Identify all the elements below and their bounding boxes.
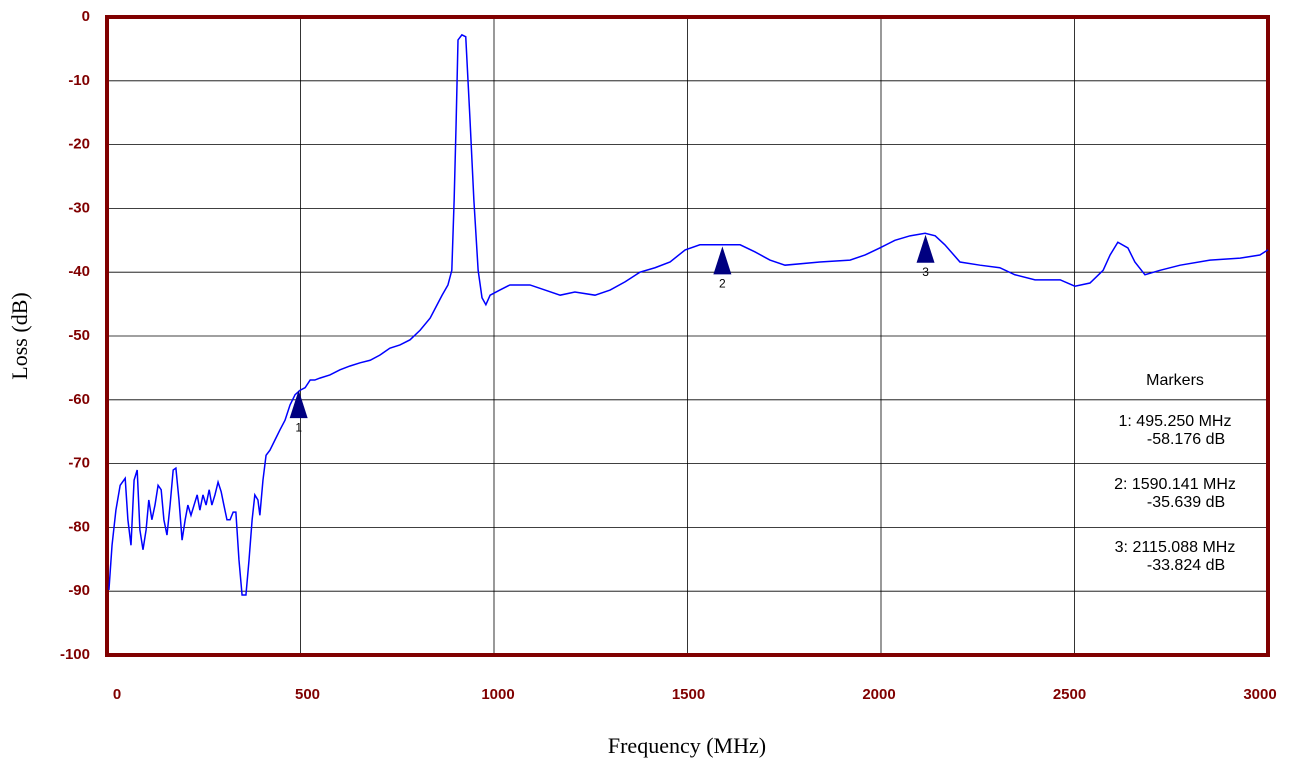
marker-triangle — [916, 234, 935, 263]
x-tick-label: 1500 — [672, 686, 705, 703]
y-tick-label: -100 — [60, 646, 90, 663]
marker-loss: -35.639 dB — [1147, 494, 1225, 511]
marker-frequency: 3: 2115.088 MHz — [1115, 539, 1236, 556]
x-tick-label: 2500 — [1053, 686, 1086, 703]
y-tick-label: -20 — [68, 136, 90, 153]
marker-label: 3 — [922, 265, 929, 279]
y-tick-label: -80 — [68, 518, 90, 535]
marker-label: 1 — [295, 420, 302, 434]
marker-loss: -58.176 dB — [1147, 431, 1225, 448]
marker-frequency: 1: 495.250 MHz — [1119, 413, 1232, 430]
x-axis-title: Frequency (MHz) — [608, 733, 766, 758]
marker-triangle — [289, 390, 308, 419]
markers-title: Markers — [1146, 372, 1204, 389]
y-tick-label: -40 — [68, 263, 90, 280]
x-tick-label: 1000 — [481, 686, 514, 703]
y-tick-label: -60 — [68, 391, 90, 408]
y-tick-label: -70 — [68, 455, 90, 472]
marker-triangle — [713, 246, 732, 275]
marker-label: 2 — [719, 277, 726, 291]
y-tick-label: -30 — [68, 199, 90, 216]
y-tick-label: -50 — [68, 327, 90, 344]
y-tick-label: -90 — [68, 582, 90, 599]
x-tick-label: 0 — [113, 686, 121, 703]
data-line — [108, 33, 1269, 596]
x-tick-label: 500 — [295, 686, 320, 703]
marker-frequency: 2: 1590.141 MHz — [1114, 476, 1236, 493]
y-tick-label: -10 — [68, 72, 90, 89]
x-tick-label: 3000 — [1243, 686, 1276, 703]
x-tick-label: 2000 — [862, 686, 895, 703]
y-axis-title: Loss (dB) — [7, 292, 32, 379]
plot-area — [105, 15, 1270, 657]
marker-loss: -33.824 dB — [1147, 557, 1225, 574]
y-tick-label: 0 — [82, 8, 90, 25]
